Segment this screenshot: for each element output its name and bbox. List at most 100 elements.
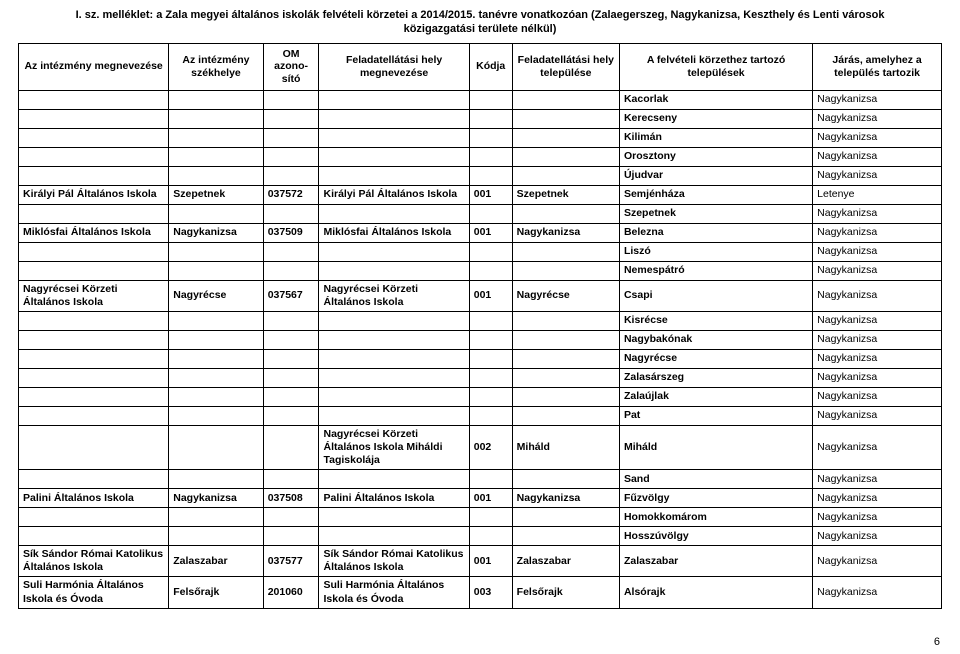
table-cell (263, 527, 319, 546)
table-cell (169, 90, 263, 109)
col-header: Feladatellátási hely települése (512, 43, 619, 90)
table-row: NagybakónakNagykanizsa (19, 330, 942, 349)
col-header: Feladatellátási hely megnevezése (319, 43, 469, 90)
table-cell (512, 387, 619, 406)
table-cell: 037572 (263, 185, 319, 204)
table-row: OrosztonyNagykanizsa (19, 147, 942, 166)
table-cell: Pat (619, 406, 812, 425)
table-cell (319, 527, 469, 546)
table-cell (469, 109, 512, 128)
table-cell: Kisrécse (619, 311, 812, 330)
col-header: Kódja (469, 43, 512, 90)
table-cell (169, 261, 263, 280)
table-row: ÚjudvarNagykanizsa (19, 166, 942, 185)
table-cell: Nagyrécsei Körzeti Általános Iskola (319, 280, 469, 311)
table-cell (169, 147, 263, 166)
table-cell (263, 508, 319, 527)
table-cell: Suli Harmónia Általános Iskola és Óvoda (19, 577, 169, 608)
table-cell: 001 (469, 280, 512, 311)
table-cell (469, 349, 512, 368)
table-cell: Zalaújlak (619, 387, 812, 406)
table-cell: 201060 (263, 577, 319, 608)
table-cell (263, 406, 319, 425)
table-row: Suli Harmónia Általános Iskola és ÓvodaF… (19, 577, 942, 608)
table-cell (263, 368, 319, 387)
table-row: ZalaújlakNagykanizsa (19, 387, 942, 406)
table-cell (469, 90, 512, 109)
table-row: Sík Sándor Római Katolikus Általános Isk… (19, 546, 942, 577)
table-cell: Nagykanizsa (512, 223, 619, 242)
table-cell (512, 147, 619, 166)
table-cell: Királyi Pál Általános Iskola (319, 185, 469, 204)
table-cell (512, 406, 619, 425)
table-cell (263, 204, 319, 223)
table-row: Miklósfai Általános IskolaNagykanizsa037… (19, 223, 942, 242)
table-cell (512, 166, 619, 185)
table-cell (169, 508, 263, 527)
table-cell: Nagyrécse (169, 280, 263, 311)
table-cell (512, 470, 619, 489)
table-cell: Csapi (619, 280, 812, 311)
table-cell (19, 349, 169, 368)
table-cell (319, 406, 469, 425)
table-cell (19, 166, 169, 185)
table-row: HosszúvölgyNagykanizsa (19, 527, 942, 546)
table-cell (512, 242, 619, 261)
table-cell (319, 128, 469, 147)
table-cell: Palini Általános Iskola (319, 489, 469, 508)
table-cell: Nagykanizsa (813, 109, 942, 128)
table-row: SzepetnekNagykanizsa (19, 204, 942, 223)
table-row: NagyrécseNagykanizsa (19, 349, 942, 368)
table-row: ZalasárszegNagykanizsa (19, 368, 942, 387)
table-cell: Sand (619, 470, 812, 489)
table-cell (319, 470, 469, 489)
table-cell: Hosszúvölgy (619, 527, 812, 546)
table-cell (263, 261, 319, 280)
table-cell: Szepetnek (169, 185, 263, 204)
col-header: Az intézmény székhelye (169, 43, 263, 90)
table-cell (319, 261, 469, 280)
table-cell: Nagykanizsa (813, 166, 942, 185)
table-cell (263, 470, 319, 489)
table-cell: Nagykanizsa (169, 489, 263, 508)
table-cell (263, 109, 319, 128)
table-cell (469, 311, 512, 330)
table-cell: Nagykanizsa (169, 223, 263, 242)
table-cell (319, 109, 469, 128)
table-cell: 002 (469, 425, 512, 469)
table-cell (19, 147, 169, 166)
table-cell (263, 242, 319, 261)
table-row: KerecsenyNagykanizsa (19, 109, 942, 128)
table-row: HomokkomáromNagykanizsa (19, 508, 942, 527)
table-cell (169, 109, 263, 128)
table-cell (469, 406, 512, 425)
table-cell: Semjénháza (619, 185, 812, 204)
table-cell: Nagykanizsa (813, 425, 942, 469)
table-cell (512, 368, 619, 387)
table-cell (169, 242, 263, 261)
table-cell (512, 311, 619, 330)
table-cell: Miháld (512, 425, 619, 469)
table-cell: Nagykanizsa (813, 330, 942, 349)
table-cell: 037567 (263, 280, 319, 311)
table-cell: Nagykanizsa (813, 128, 942, 147)
table-cell: Nagybakónak (619, 330, 812, 349)
table-cell: Nagyrécse (512, 280, 619, 311)
table-cell (19, 204, 169, 223)
table-cell: Nagykanizsa (813, 577, 942, 608)
table-cell: Nagykanizsa (813, 508, 942, 527)
table-cell: Felsőrajk (169, 577, 263, 608)
page-number: 6 (934, 636, 940, 648)
table-cell (263, 128, 319, 147)
table-cell (169, 470, 263, 489)
table-cell (319, 147, 469, 166)
table-header: Az intézmény megnevezése Az intézmény sz… (19, 43, 942, 90)
table-cell: Nagykanizsa (813, 204, 942, 223)
page-container: I. sz. melléklet: a Zala megyei általáno… (0, 0, 960, 654)
table-cell (512, 128, 619, 147)
table-cell (319, 166, 469, 185)
table-cell (512, 90, 619, 109)
table-cell: Nagykanizsa (813, 470, 942, 489)
table-cell: Belezna (619, 223, 812, 242)
table-row: NemespátróNagykanizsa (19, 261, 942, 280)
